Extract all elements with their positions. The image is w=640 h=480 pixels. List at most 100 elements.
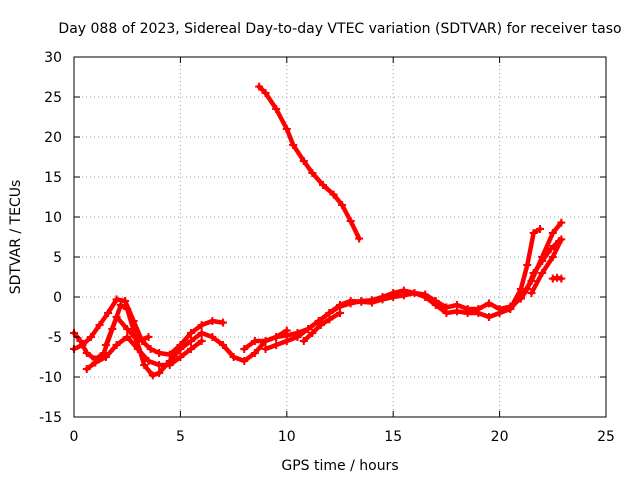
data-point xyxy=(146,345,155,353)
data-point xyxy=(197,321,206,329)
data-point xyxy=(121,297,130,305)
data-point xyxy=(325,315,334,324)
data-point xyxy=(282,125,291,133)
data-point xyxy=(187,337,196,345)
series-track-late-b xyxy=(529,237,564,296)
data-point xyxy=(187,345,196,353)
y-tick-label: -5 xyxy=(48,330,62,346)
data-point xyxy=(112,295,121,304)
data-point xyxy=(389,289,398,297)
series-track-high xyxy=(256,84,362,241)
grid xyxy=(74,57,606,417)
data-point xyxy=(140,361,149,369)
data-point xyxy=(218,318,227,327)
data-point xyxy=(197,337,206,345)
data-point xyxy=(250,349,259,357)
y-tick-label: 15 xyxy=(44,170,62,186)
data-point xyxy=(272,341,281,349)
data-point xyxy=(484,313,493,321)
data-point xyxy=(112,313,121,321)
series-track-early-b xyxy=(71,297,226,357)
data-point xyxy=(484,299,493,308)
data-point xyxy=(176,341,185,349)
data-point xyxy=(410,289,419,297)
y-tick-label: -10 xyxy=(39,370,62,386)
data-point xyxy=(123,333,132,341)
data-point xyxy=(316,321,325,329)
data-point xyxy=(240,357,249,365)
data-point xyxy=(133,345,142,353)
data-point xyxy=(557,235,566,244)
data-point xyxy=(557,274,566,283)
data-point xyxy=(355,234,364,243)
y-tick-label: 10 xyxy=(44,210,62,226)
data-point xyxy=(506,305,515,313)
x-tick-label: 5 xyxy=(176,429,185,445)
data-point xyxy=(367,296,376,305)
data-point xyxy=(208,317,217,325)
series-track-mid-b xyxy=(263,220,564,352)
data-point xyxy=(463,309,472,317)
data-point xyxy=(346,217,355,225)
data-point xyxy=(155,349,164,357)
data-point xyxy=(293,333,302,341)
data-point xyxy=(155,369,164,377)
x-tick-label: 20 xyxy=(491,429,509,445)
y-tick-label: 5 xyxy=(53,250,62,266)
data-point xyxy=(289,141,298,149)
data-point xyxy=(421,293,430,301)
data-point xyxy=(338,201,347,209)
data-point xyxy=(261,89,270,97)
x-tick-label: 15 xyxy=(384,429,402,445)
data-point xyxy=(399,286,408,295)
data-point xyxy=(101,341,110,349)
data-point xyxy=(529,229,538,237)
plot-frame xyxy=(73,56,607,418)
data-point xyxy=(346,299,355,308)
data-point xyxy=(442,309,451,317)
data-point xyxy=(272,333,281,341)
data-point xyxy=(318,181,327,189)
data-point xyxy=(144,333,153,341)
data-point xyxy=(123,325,132,333)
data-point xyxy=(82,349,91,357)
data-point xyxy=(548,229,557,237)
data-point xyxy=(527,277,536,285)
chart-title: Day 088 of 2023, Sidereal Day-to-day VTE… xyxy=(58,21,621,37)
data-point xyxy=(474,309,483,317)
data-point xyxy=(240,345,249,353)
data-point xyxy=(282,337,291,345)
x-axis-label: GPS time / hours xyxy=(281,458,398,474)
data-point xyxy=(523,261,532,269)
x-tick-label: 10 xyxy=(278,429,296,445)
data-point xyxy=(133,337,142,345)
data-point xyxy=(165,361,174,369)
data-point xyxy=(104,309,113,317)
axis-ticks: 0 5 10 15 20 25 -15 -10 -5 0 5 10 15 20 25 30 xyxy=(39,50,615,445)
data-point xyxy=(187,329,196,337)
data-point xyxy=(261,345,270,353)
data-point xyxy=(197,329,206,337)
y-tick-label: 25 xyxy=(44,90,62,106)
data-point xyxy=(308,169,317,177)
data-point xyxy=(378,293,387,301)
data-point xyxy=(255,82,264,91)
data-point xyxy=(82,365,91,373)
data-point xyxy=(329,190,338,199)
data-point xyxy=(304,325,313,333)
data-point xyxy=(148,371,157,380)
data-point xyxy=(144,357,153,365)
data-point xyxy=(336,309,344,317)
data-point xyxy=(250,337,259,345)
data-point xyxy=(299,337,308,345)
y-tick-label: -15 xyxy=(39,410,62,426)
data-point xyxy=(155,361,164,369)
data-point xyxy=(165,350,174,359)
data-point xyxy=(229,353,238,361)
data-point xyxy=(272,105,281,113)
data-point xyxy=(129,317,138,325)
data-point xyxy=(299,157,308,165)
data-point xyxy=(548,253,557,261)
y-tick-label: 20 xyxy=(44,130,62,146)
